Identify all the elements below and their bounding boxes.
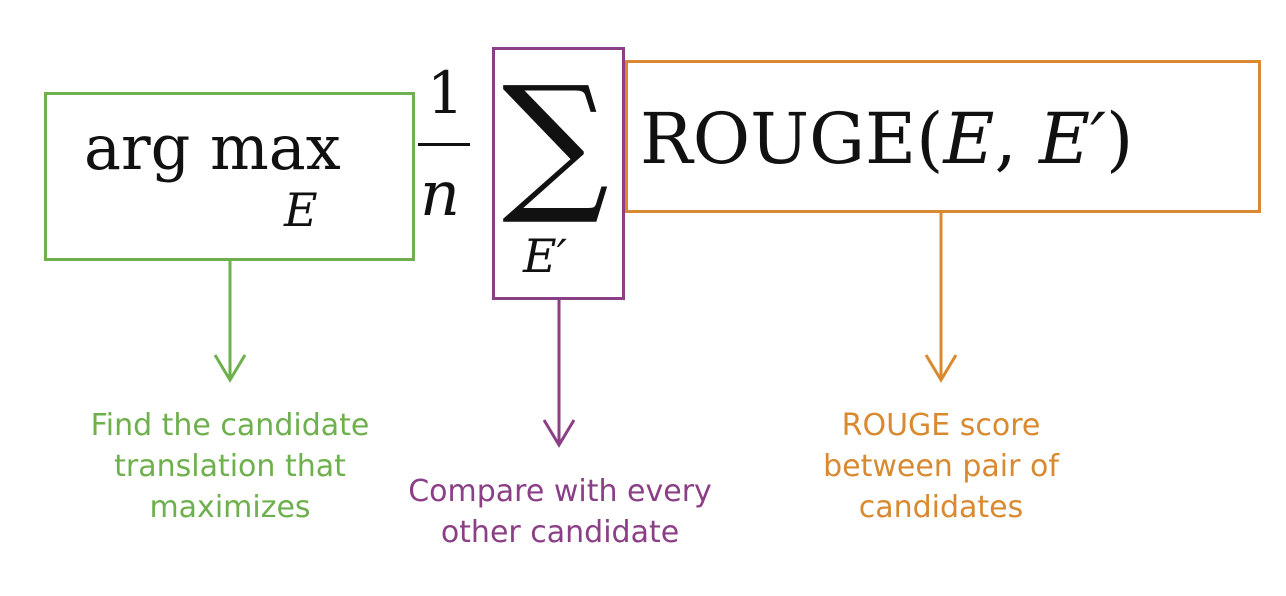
sum-annotation: Compare with every other candidate	[380, 471, 740, 553]
argmax-annotation-line-1: Find the candidate	[90, 408, 370, 443]
argmax-highlight-box	[44, 92, 415, 261]
fraction-denominator: n	[420, 157, 460, 230]
rouge-separator: ,	[994, 98, 1040, 180]
rouge-arrow	[924, 213, 958, 383]
argmax-annotation: Find the candidate translation that maxi…	[40, 405, 420, 528]
rouge-expression: ROUGE(E, E′)	[640, 94, 1133, 184]
rouge-prefix: ROUGE(	[640, 98, 944, 180]
rouge-annotation-line-2: between pair of	[823, 449, 1059, 484]
argmax-operator: arg max	[84, 111, 341, 184]
rouge-arg-1: E	[943, 98, 995, 180]
rouge-highlight-box	[625, 60, 1261, 213]
sum-highlight-box	[492, 47, 625, 300]
argmax-annotation-line-2: translation that	[114, 449, 346, 484]
argmax-annotation-line-3: maximizes	[149, 490, 311, 525]
rouge-annotation-line-3: candidates	[858, 490, 1024, 525]
rouge-annotation: ROUGE score between pair of candidates	[781, 405, 1101, 528]
fraction-bar	[418, 143, 470, 146]
rouge-annotation-line-1: ROUGE score	[841, 408, 1041, 443]
summation-subscript: E′	[523, 229, 568, 283]
argmax-arrow	[213, 261, 247, 383]
fraction-numerator: 1	[427, 59, 464, 127]
sum-arrow	[542, 300, 576, 448]
rouge-arg-2: E′	[1039, 98, 1107, 180]
summation-symbol: ∑	[502, 55, 610, 229]
sum-annotation-line-2: other candidate	[440, 515, 680, 550]
argmax-subscript: E	[284, 183, 318, 237]
rouge-suffix: )	[1106, 98, 1134, 180]
sum-annotation-line-1: Compare with every	[408, 474, 712, 509]
